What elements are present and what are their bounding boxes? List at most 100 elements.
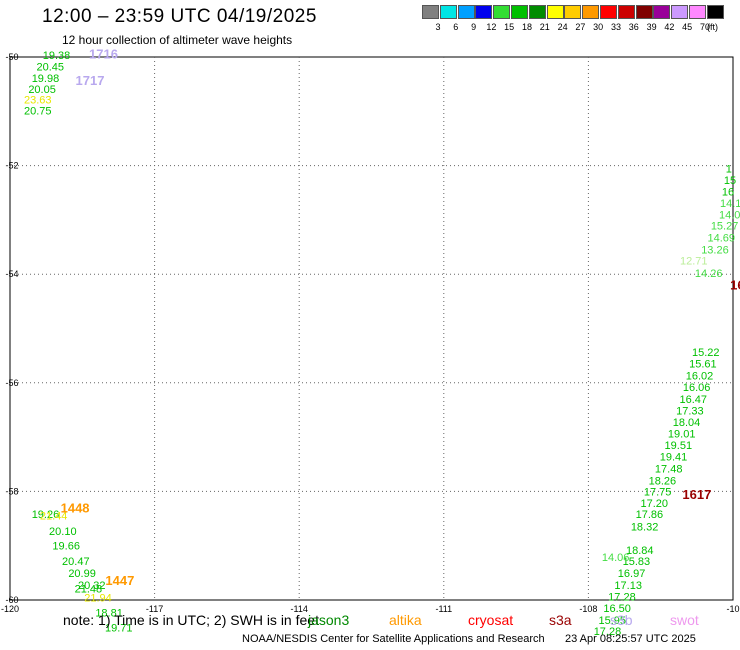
legend-swatch bbox=[706, 5, 724, 19]
wave-height-label: 16.97 bbox=[618, 568, 646, 580]
wave-height-label: 14.26 bbox=[695, 268, 723, 280]
wave-height-label: 15.83 bbox=[623, 556, 651, 568]
longitude-tick-label: -120 bbox=[1, 604, 19, 614]
legend-tick-label: 12 bbox=[486, 22, 497, 32]
wave-height-label: 21.48 bbox=[75, 583, 103, 595]
legend-tick-label: 9 bbox=[471, 22, 477, 32]
legend-swatch bbox=[653, 5, 671, 19]
wave-height-label: 16.02 bbox=[686, 371, 714, 383]
legend-tick-label: 70 bbox=[699, 22, 710, 32]
legend-swatch bbox=[475, 5, 493, 19]
wave-height-label: 15.27 bbox=[711, 221, 739, 233]
wave-height-label: 17.33 bbox=[676, 405, 704, 417]
latitude-tick-label: -50 bbox=[5, 52, 18, 62]
longitude-tick-label: -117 bbox=[146, 604, 163, 614]
legend-tick-label: 21 bbox=[539, 22, 550, 32]
legend-swatch bbox=[582, 5, 600, 19]
satellite-label-jason3: jason3 bbox=[308, 612, 350, 628]
legend-tick-label: 30 bbox=[593, 22, 604, 32]
wave-height-label: 18.84 bbox=[626, 545, 654, 557]
legend-tick-label: 45 bbox=[682, 22, 693, 32]
wave-height-label: 20.47 bbox=[62, 556, 90, 568]
pass-time-label: 1617 bbox=[682, 487, 711, 502]
wave-height-label: 14.69 bbox=[707, 233, 735, 245]
legend-tick-label: 39 bbox=[646, 22, 657, 32]
pass-time-label: 1717 bbox=[76, 73, 105, 88]
legend-tick-label: 42 bbox=[664, 22, 675, 32]
wave-height-label: 20.99 bbox=[68, 568, 96, 580]
wave-height-label: 20.75 bbox=[24, 106, 52, 118]
legend-swatch bbox=[457, 5, 475, 19]
wave-height-label: 19.01 bbox=[668, 429, 696, 441]
pass-time-label: 1447 bbox=[105, 573, 134, 588]
longitude-tick-label: -10 bbox=[726, 604, 739, 614]
wave-height-label: 15.22 bbox=[692, 347, 720, 359]
legend-tick-label: 3 bbox=[435, 22, 441, 32]
pass-time-label: 16 bbox=[730, 277, 740, 292]
wave-height-label: 23.63 bbox=[24, 95, 52, 107]
legend-swatch bbox=[439, 5, 457, 19]
legend-swatch bbox=[493, 5, 511, 19]
legend-tick-label: 6 bbox=[453, 22, 459, 32]
wave-height-label: 17.28 bbox=[594, 626, 622, 638]
wave-height-label: 19.98 bbox=[32, 73, 60, 85]
legend-swatch bbox=[511, 5, 528, 19]
latitude-tick-label: -56 bbox=[5, 378, 18, 388]
wave-height-label: 19.51 bbox=[665, 440, 693, 452]
wave-height-label: 20.10 bbox=[49, 526, 77, 538]
wave-height-label: 17.75 bbox=[644, 487, 672, 499]
legend-tick-label: 36 bbox=[628, 22, 639, 32]
legend-unit: (ft) bbox=[707, 22, 718, 32]
wave-height-label: 19.71 bbox=[105, 622, 133, 634]
wave-height-label: 19.38 bbox=[43, 50, 71, 62]
wave-height-label: 15 bbox=[724, 175, 736, 187]
wave-height-label: 20.45 bbox=[37, 62, 65, 74]
wave-height-label: 18.32 bbox=[631, 521, 659, 533]
wave-height-label: 19.41 bbox=[660, 451, 688, 463]
satellite-label-s3a: s3a bbox=[549, 612, 572, 628]
wave-height-label: 21.44 bbox=[40, 511, 68, 523]
legend-tick-label: 33 bbox=[610, 22, 621, 32]
wave-height-label: 17.13 bbox=[614, 580, 642, 592]
latitude-tick-label: -58 bbox=[5, 486, 18, 496]
wave-height-label: 14.06 bbox=[602, 552, 630, 564]
pass-time-label: 1448 bbox=[61, 501, 90, 516]
wave-height-label: 15.61 bbox=[689, 359, 717, 371]
satellite-label-swot: swot bbox=[670, 612, 699, 628]
legend-swatch bbox=[617, 5, 635, 19]
wave-height-label: 16.06 bbox=[683, 382, 711, 394]
wave-height-label: 20.32 bbox=[78, 580, 106, 592]
pass-time-label: 1716 bbox=[89, 47, 118, 62]
wave-height-label: 18.81 bbox=[95, 607, 123, 619]
legend-tick-label: 15 bbox=[504, 22, 515, 32]
longitude-tick-label: -108 bbox=[579, 604, 597, 614]
legend-swatch bbox=[546, 5, 564, 19]
wave-height-label: 18.26 bbox=[649, 475, 677, 487]
wave-height-label: 17.28 bbox=[608, 592, 636, 604]
satellite-label-altika: altika bbox=[389, 612, 422, 628]
map-frame bbox=[9, 56, 734, 601]
legend-tick-label: 27 bbox=[575, 22, 586, 32]
wave-height-label: 20.05 bbox=[28, 84, 56, 96]
legend-swatch bbox=[689, 5, 706, 19]
legend-swatch bbox=[635, 5, 653, 19]
wave-height-label: 14.00 bbox=[719, 209, 740, 221]
page-subtitle: 12 hour collection of altimeter wave hei… bbox=[62, 33, 293, 47]
wave-height-label: 21.94 bbox=[84, 593, 112, 605]
legend-swatch bbox=[528, 5, 546, 19]
wave-height-label: 15.95 bbox=[599, 615, 627, 627]
page-title: 12:00 – 23:59 UTC 04/19/2025 bbox=[42, 6, 317, 27]
satellite-label-s3b: s3b bbox=[610, 612, 633, 628]
wave-height-label: 13.26 bbox=[701, 245, 729, 257]
legend-tick-label: 18 bbox=[521, 22, 532, 32]
wave-height-label: 19.66 bbox=[52, 541, 80, 553]
legend-swatch bbox=[671, 5, 689, 19]
legend-swatch bbox=[600, 5, 617, 19]
footer-timestamp: 23 Apr 08:25:57 UTC 2025 bbox=[565, 633, 696, 645]
wave-height-label: 17.48 bbox=[655, 463, 683, 475]
wave-height-label: 12.71 bbox=[680, 255, 708, 267]
wave-height-label: 1 bbox=[726, 164, 732, 176]
legend-swatch bbox=[422, 5, 439, 19]
